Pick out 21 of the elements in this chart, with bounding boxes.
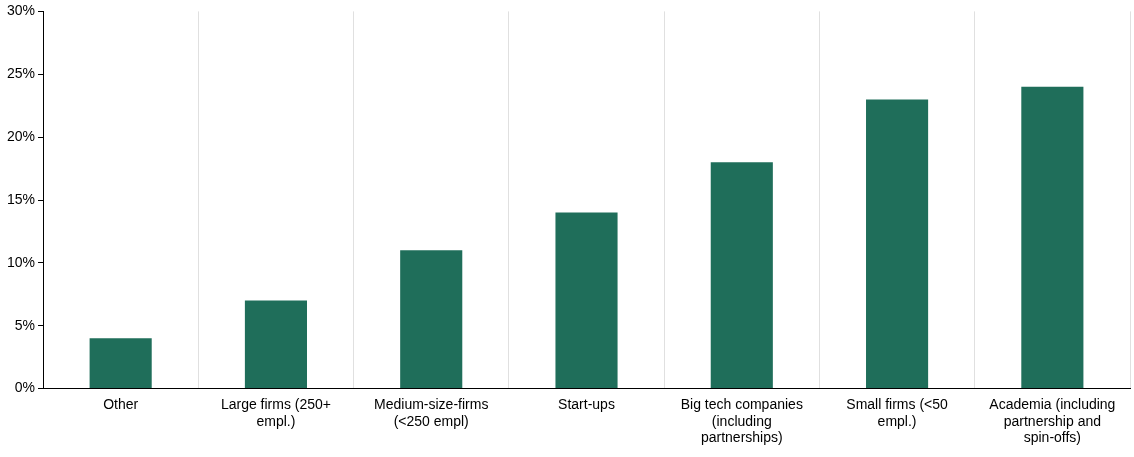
x-tick-label: Small firms (<50 empl.) [846,395,949,429]
x-tick-label: Academia (including partnership and spin-offs) [989,395,1116,446]
bar [710,162,773,389]
bar [555,212,618,389]
x-tick-label: Other [103,395,139,412]
x-tick-label: Big tech companies (including partnerships) [680,395,803,446]
y-tick-label: 30% [6,2,36,19]
bar [1021,86,1084,389]
bar [866,99,929,389]
y-tick-label: 25% [6,65,36,82]
x-tick-label: Large firms (250+ empl.) [220,395,331,429]
bar [89,338,152,389]
y-tick-label: 5% [14,316,36,333]
bar [400,250,463,389]
bar [244,300,307,389]
y-tick-label: 0% [14,379,36,396]
y-tick-label: 15% [6,190,36,207]
y-tick-label: 10% [6,253,36,270]
x-tick-label: Start-ups [558,395,615,412]
x-tick-label: Medium-size-firms (<250 empl) [374,395,489,429]
y-tick-label: 20% [6,127,36,144]
